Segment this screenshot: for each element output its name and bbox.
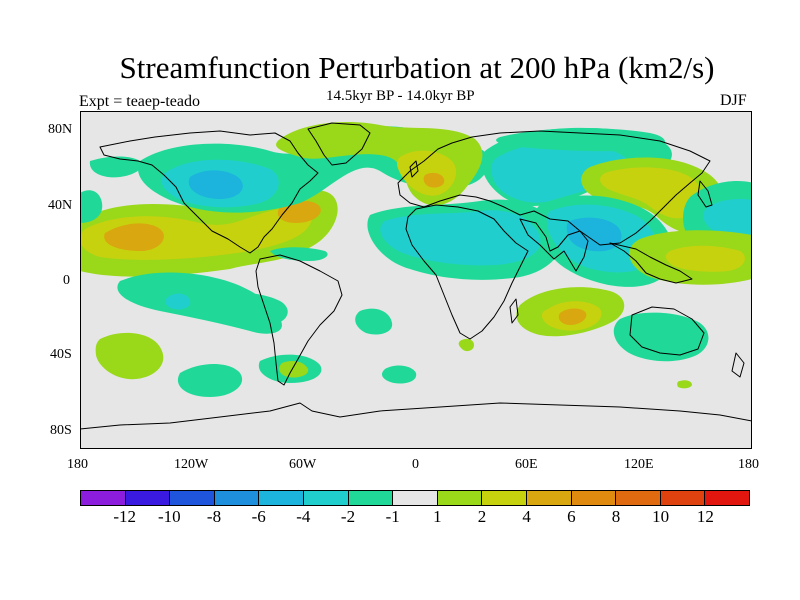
colorbar-swatch xyxy=(214,491,260,505)
contour-region xyxy=(600,167,702,219)
contour-region xyxy=(355,308,393,335)
lat-tick-label: 40N xyxy=(48,198,73,213)
coastline-madagascar xyxy=(509,298,519,324)
colorbar-swatch xyxy=(81,491,126,505)
colorbar-swatch xyxy=(348,491,394,505)
colorbar-label: 4 xyxy=(522,507,531,526)
contour-region xyxy=(89,156,142,178)
colorbar-swatch xyxy=(437,491,483,505)
lon-tick-label: 180 xyxy=(738,457,759,472)
contour-region xyxy=(703,198,752,239)
lon-tick-label: 120E xyxy=(624,457,654,472)
contour-region xyxy=(177,364,243,397)
contour-region xyxy=(381,365,417,384)
colorbar-label: -8 xyxy=(206,507,222,526)
season-label: DJF xyxy=(720,92,747,109)
coastline-southeast-asia xyxy=(609,242,693,284)
colorbar xyxy=(80,490,750,506)
colorbar-label: -1 xyxy=(385,507,400,526)
colorbar-swatch xyxy=(259,491,304,505)
colorbar-label: 2 xyxy=(477,507,487,526)
coastline-australia xyxy=(629,306,705,356)
lat-tick-label: 80S xyxy=(50,423,72,438)
colorbar-label: 10 xyxy=(652,507,670,526)
colorbar-swatch xyxy=(616,491,661,505)
colorbar-label: 6 xyxy=(567,507,576,526)
contour-region xyxy=(270,247,328,261)
coastline-arabia-india xyxy=(519,218,589,272)
contour-region xyxy=(423,172,445,188)
colorbar-label: 8 xyxy=(611,507,621,526)
colorbar-label: -2 xyxy=(340,507,356,526)
contour-region xyxy=(380,210,541,266)
contour-region xyxy=(491,142,631,203)
lon-tick-label: 120W xyxy=(174,457,209,472)
contour-region xyxy=(677,380,692,389)
colorbar-swatch xyxy=(571,491,617,505)
coastline-north-america xyxy=(99,130,319,254)
colorbar-swatch xyxy=(526,491,572,505)
colorbar-label: -4 xyxy=(296,507,311,526)
colorbar-swatch xyxy=(705,491,749,505)
contour-region xyxy=(665,245,745,272)
colorbar-swatch xyxy=(660,491,706,505)
coastline-greenland xyxy=(307,122,371,166)
lon-tick-label: 180 xyxy=(67,457,88,472)
lat-tick-label: 0 xyxy=(63,273,70,288)
coastline-japan xyxy=(697,180,713,208)
contour-region xyxy=(193,292,288,326)
colorbar-label: -6 xyxy=(251,507,266,526)
colorbar-swatch xyxy=(482,491,527,505)
contour-region xyxy=(458,338,474,352)
coastline-antarctica xyxy=(80,402,752,430)
contour-region xyxy=(279,361,309,378)
contour-region xyxy=(165,293,191,310)
contour-region xyxy=(613,312,709,362)
colorbar-swatch xyxy=(393,491,438,505)
contour-region xyxy=(104,223,164,251)
coastline-south-america xyxy=(255,254,343,386)
lat-tick-label: 80N xyxy=(48,122,73,137)
lon-tick-label: 60E xyxy=(515,457,538,472)
contour-region xyxy=(95,332,164,380)
world-map xyxy=(80,111,752,449)
chart-title: Streamfunction Perturbation at 200 hPa (… xyxy=(119,50,715,85)
map-frame xyxy=(80,111,752,449)
contour-region xyxy=(80,190,103,223)
colorbar-swatch xyxy=(170,491,215,505)
colorbar-label: 1 xyxy=(433,507,442,526)
coastlines xyxy=(80,122,752,430)
colorbar-label: -12 xyxy=(113,507,136,526)
coastline-uk xyxy=(409,160,419,178)
colorbar-swatch xyxy=(303,491,349,505)
coastline-eurasia xyxy=(397,130,711,246)
lat-tick-label: 40S xyxy=(50,347,72,362)
lon-tick-label: 60W xyxy=(289,457,317,472)
colorbar-label: 12 xyxy=(696,507,714,526)
colorbar-swatch xyxy=(125,491,171,505)
contour-field xyxy=(80,111,752,449)
experiment-label: Expt = teaep-teado xyxy=(79,93,200,110)
contour-region xyxy=(558,308,587,325)
lon-tick-label: 0 xyxy=(412,457,419,472)
contour-region xyxy=(496,128,665,152)
colorbar-label: -10 xyxy=(157,507,181,526)
coastline-africa xyxy=(405,204,529,340)
contour-region xyxy=(188,170,243,199)
contour-region xyxy=(566,217,622,252)
period-label: 14.5kyr BP - 14.0kyr BP xyxy=(326,88,475,104)
coastline-new-zealand xyxy=(731,352,745,378)
